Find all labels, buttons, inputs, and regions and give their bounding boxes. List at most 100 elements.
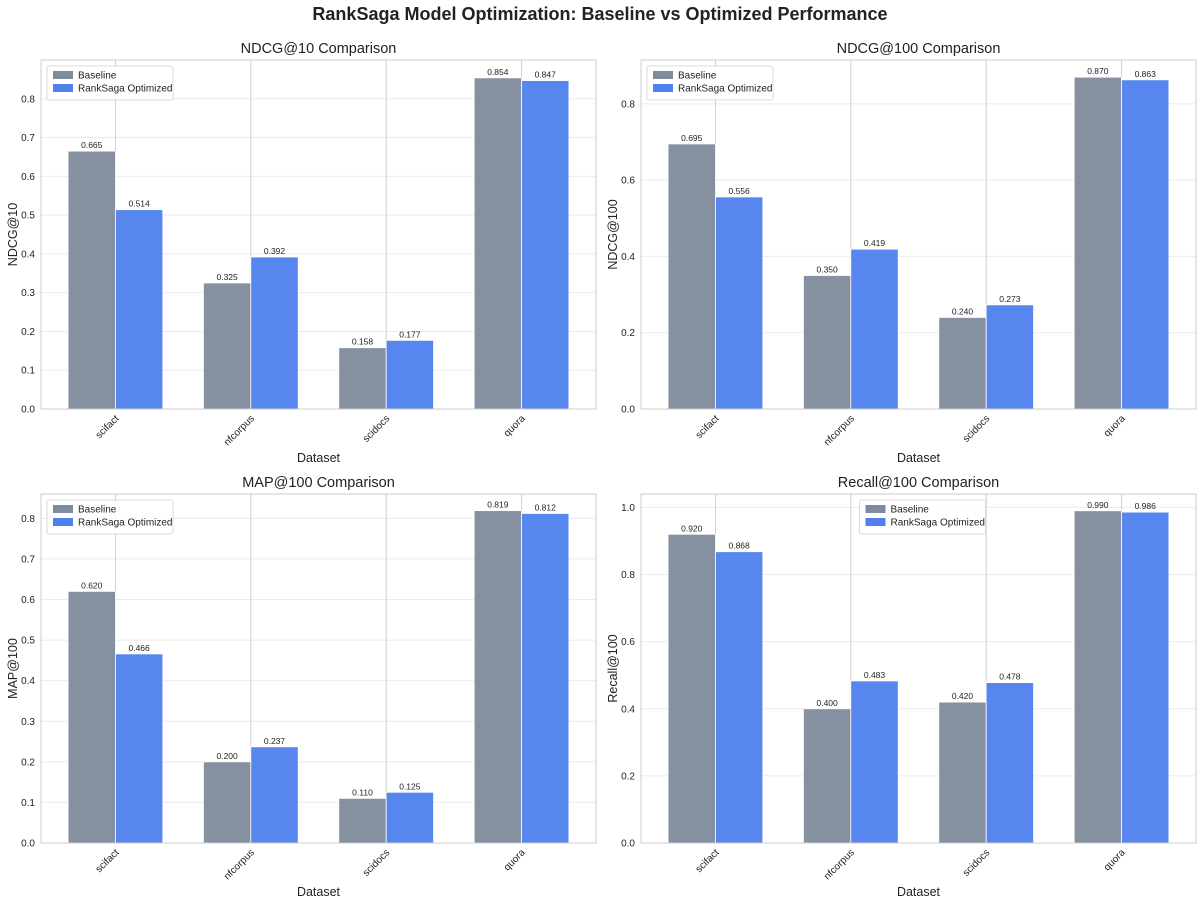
value-label: 0.325 bbox=[216, 272, 238, 282]
legend-box bbox=[859, 499, 986, 535]
bar-baseline-nfcorpus bbox=[203, 282, 252, 410]
y-tick-label: 0.0 bbox=[21, 839, 35, 850]
y-tick-label: 0.4 bbox=[621, 252, 635, 263]
y-tick-label: 0.8 bbox=[621, 99, 635, 110]
value-label: 0.868 bbox=[728, 541, 750, 551]
bar-baseline-scifact bbox=[67, 590, 116, 844]
y-axis-label: MAP@100 bbox=[6, 638, 20, 699]
chart-title: Recall@100 Comparison bbox=[838, 475, 999, 491]
bar-optimized-scidocs bbox=[385, 339, 434, 410]
y-axis-label: Recall@100 bbox=[606, 634, 620, 702]
y-tick-label: 0.1 bbox=[21, 798, 35, 809]
value-label: 0.237 bbox=[264, 736, 286, 746]
y-tick-label: 0.7 bbox=[21, 554, 35, 565]
bar-baseline-scifact bbox=[667, 143, 716, 410]
value-label: 0.695 bbox=[681, 133, 703, 143]
y-tick-label: 0.0 bbox=[21, 405, 35, 416]
chart-map100: 0.620 0.200 0.110 0.819 0.466 0.237 0.125 0.812… bbox=[6, 475, 597, 899]
bar-baseline-scifact bbox=[67, 150, 116, 410]
bar-optimized-nfcorpus bbox=[850, 680, 899, 844]
legend: Baseline RankSaga Optimized bbox=[46, 499, 174, 535]
bar-optimized-scifact bbox=[115, 653, 164, 844]
bar-optimized-quora bbox=[521, 513, 570, 844]
bar-optimized-nfcorpus bbox=[250, 256, 299, 410]
value-label: 0.847 bbox=[535, 70, 557, 80]
x-tick-label: scifact bbox=[94, 847, 122, 875]
y-tick-label: 0.2 bbox=[621, 771, 635, 782]
y-tick-label: 0.4 bbox=[21, 249, 35, 260]
value-label: 0.812 bbox=[535, 502, 557, 512]
legend-box bbox=[46, 65, 174, 101]
x-tick-label: scifact bbox=[94, 413, 122, 441]
y-tick-label: 0.6 bbox=[621, 176, 635, 187]
legend-box bbox=[46, 499, 174, 535]
x-tick-label: quora bbox=[502, 847, 528, 873]
bar-optimized-nfcorpus bbox=[850, 248, 899, 410]
value-label: 0.419 bbox=[864, 238, 886, 248]
legend-label-baseline: Baseline bbox=[678, 71, 717, 82]
plot-frame bbox=[40, 59, 597, 410]
y-tick-label: 0.7 bbox=[21, 133, 35, 144]
x-tick-label: nfcorpus bbox=[222, 847, 257, 882]
y-tick-label: 0.6 bbox=[21, 172, 35, 183]
y-tick-label: 1.0 bbox=[621, 503, 635, 514]
bar-baseline-nfcorpus bbox=[203, 761, 252, 844]
value-label: 0.420 bbox=[952, 691, 974, 701]
y-tick-label: 0.6 bbox=[621, 637, 635, 648]
value-label: 0.200 bbox=[216, 751, 238, 761]
chart-title: MAP@100 Comparison bbox=[242, 475, 395, 491]
value-label: 0.514 bbox=[128, 199, 150, 209]
bar-baseline-quora bbox=[1073, 76, 1122, 410]
legend-swatch-optimized bbox=[865, 518, 886, 526]
x-tick-label: nfcorpus bbox=[822, 847, 857, 882]
bar-optimized-quora bbox=[521, 80, 570, 410]
plot-frame bbox=[40, 493, 597, 844]
x-tick-label: scidocs bbox=[361, 847, 392, 878]
y-tick-label: 0.0 bbox=[621, 405, 635, 416]
bar-optimized-quora bbox=[1121, 511, 1170, 844]
x-tick-label: nfcorpus bbox=[222, 413, 257, 448]
legend-swatch-baseline bbox=[53, 505, 73, 513]
legend-label-optimized: RankSaga Optimized bbox=[78, 84, 173, 95]
x-tick-label: scifact bbox=[694, 413, 722, 441]
y-tick-label: 0.8 bbox=[21, 94, 35, 105]
legend: Baseline RankSaga Optimized bbox=[46, 65, 174, 101]
y-tick-label: 0.8 bbox=[621, 570, 635, 581]
legend-swatch-optimized bbox=[53, 518, 73, 526]
y-tick-label: 0.5 bbox=[21, 211, 35, 222]
y-tick-label: 0.1 bbox=[21, 366, 35, 377]
legend: Baseline RankSaga Optimized bbox=[646, 65, 774, 101]
bar-baseline-scidocs bbox=[338, 347, 387, 410]
legend-label-baseline: Baseline bbox=[891, 505, 930, 516]
value-label: 0.870 bbox=[1087, 66, 1109, 76]
x-axis-label: Dataset bbox=[297, 885, 341, 899]
y-tick-label: 0.2 bbox=[21, 327, 35, 338]
chart-ndcg10: 0.665 0.325 0.158 0.854 0.514 0.392 0.177 0.847… bbox=[6, 41, 597, 465]
value-label: 0.665 bbox=[81, 140, 103, 150]
x-tick-label: nfcorpus bbox=[822, 413, 857, 448]
legend-label-optimized: RankSaga Optimized bbox=[891, 518, 986, 529]
bar-optimized-scifact bbox=[115, 209, 164, 410]
value-label: 0.819 bbox=[487, 500, 509, 510]
bar-optimized-quora bbox=[1121, 79, 1170, 410]
x-tick-label: scidocs bbox=[961, 413, 992, 444]
value-label: 0.620 bbox=[81, 580, 103, 590]
bar-baseline-scidocs bbox=[938, 317, 987, 410]
plot-frame bbox=[640, 493, 1197, 844]
value-label: 0.990 bbox=[1087, 500, 1109, 510]
bar-optimized-scidocs bbox=[985, 304, 1034, 410]
y-axis-label: NDCG@10 bbox=[6, 203, 20, 266]
value-label: 0.240 bbox=[952, 306, 974, 316]
value-label: 0.110 bbox=[352, 787, 373, 797]
legend-box bbox=[646, 65, 774, 101]
bar-baseline-quora bbox=[1073, 510, 1122, 844]
bar-baseline-quora bbox=[473, 510, 522, 844]
value-label: 0.158 bbox=[352, 337, 374, 347]
value-label: 0.986 bbox=[1135, 501, 1157, 511]
y-tick-label: 0.0 bbox=[621, 839, 635, 850]
x-tick-label: quora bbox=[1102, 847, 1128, 873]
bar-baseline-nfcorpus bbox=[803, 708, 852, 844]
value-label: 0.466 bbox=[128, 643, 150, 653]
y-tick-label: 0.5 bbox=[21, 636, 35, 647]
legend-swatch-baseline bbox=[653, 71, 673, 79]
